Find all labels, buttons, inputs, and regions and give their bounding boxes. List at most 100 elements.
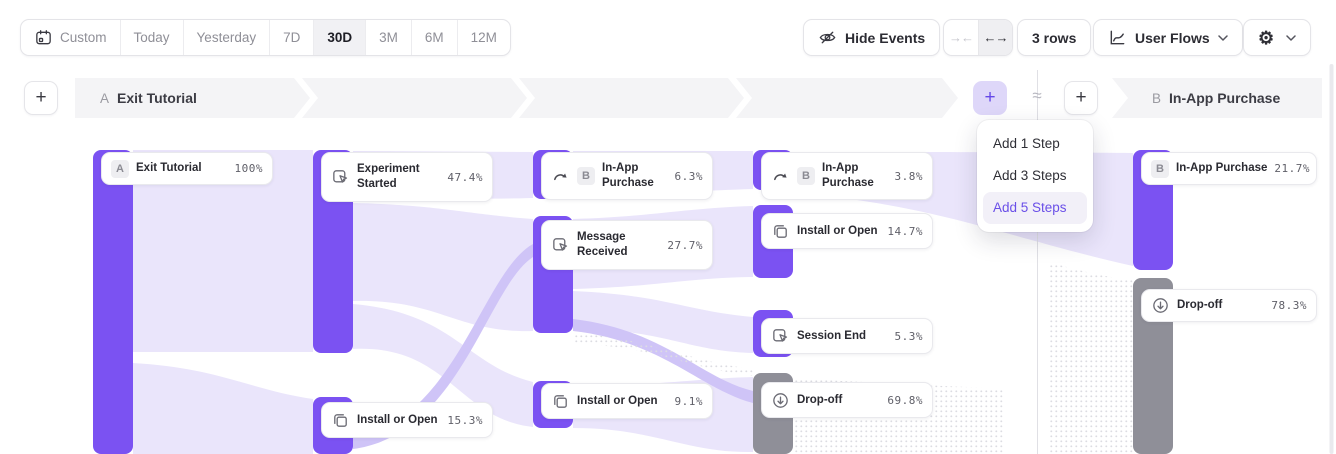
add-step-b-button[interactable]: + — [1064, 81, 1098, 115]
node-title: Experiment Started — [357, 163, 420, 190]
calendar-icon — [34, 28, 53, 47]
date-range-today[interactable]: Today — [119, 20, 183, 55]
step-a-badge: A — [100, 90, 110, 106]
node-title: In-App Purchase — [1176, 162, 1268, 175]
node-title: Install or Open — [797, 224, 878, 237]
node-percent: 6.3% — [674, 169, 703, 183]
event-badge-b: B — [1151, 159, 1169, 178]
node-title: Install or Open — [577, 394, 658, 407]
approx-icon: ≈ — [1032, 86, 1042, 105]
node-percent: 21.7% — [1274, 162, 1311, 175]
expand-columns-button[interactable]: ←→ — [978, 20, 1012, 55]
step-b-title: In-App Purchase — [1169, 90, 1281, 106]
gear-icon: ⚙ — [1258, 27, 1275, 48]
node-title: Session End — [797, 329, 867, 342]
drop-off-icon — [1151, 296, 1170, 315]
step-a-title: Exit Tutorial — [117, 90, 197, 106]
node-percent: 69.8% — [887, 393, 923, 407]
node-title: In-App Purchase — [822, 162, 874, 189]
node-drop-off-b[interactable]: Drop-off 78.3% — [1141, 289, 1317, 322]
node-percent: 27.7% — [667, 238, 703, 252]
node-in-app-purchase-b[interactable]: B In-App Purchase 21.7% — [1141, 152, 1317, 185]
collapse-arrows-icon: →← — [949, 30, 974, 45]
step-banner-segment — [519, 78, 744, 118]
date-range-yesterday[interactable]: Yesterday — [182, 20, 270, 55]
node-exit-tutorial[interactable]: A Exit Tutorial 100% — [101, 152, 273, 185]
rows-label: 3 rows — [1032, 29, 1077, 46]
event-badge-a: A — [111, 159, 129, 178]
node-title: Message Received — [577, 231, 628, 258]
copy-squares-icon — [771, 222, 790, 241]
node-in-app-purchase-4[interactable]: B In-App Purchase 3.8% — [761, 152, 933, 200]
scrollbar-strip[interactable] — [1329, 64, 1334, 454]
eye-off-icon — [818, 28, 837, 47]
node-title: Drop-off — [1177, 299, 1223, 312]
hide-events-label: Hide Events — [845, 29, 926, 46]
date-range-7d[interactable]: 7D — [269, 20, 313, 55]
node-title: In-App Purchase — [602, 162, 654, 189]
click-event-icon — [771, 327, 790, 346]
plus-icon: + — [35, 87, 47, 108]
collapse-expand-control: →← ←→ — [943, 19, 1013, 56]
view-selector-button[interactable]: User Flows — [1093, 19, 1243, 56]
node-percent: 15.3% — [447, 413, 483, 427]
event-badge-b: B — [577, 167, 595, 185]
curved-arrow-icon — [771, 167, 790, 186]
hide-events-button[interactable]: Hide Events — [803, 19, 941, 56]
node-percent: 78.3% — [1271, 299, 1307, 312]
node-in-app-purchase-3[interactable]: B In-App Purchase 6.3% — [541, 152, 713, 200]
expand-arrows-icon: ←→ — [983, 30, 1009, 45]
step-banner-b[interactable]: B In-App Purchase — [1112, 78, 1322, 118]
step-banner-a[interactable]: A Exit Tutorial — [75, 78, 310, 118]
menu-item-add-5-steps[interactable]: Add 5 Steps — [983, 192, 1087, 224]
chevron-down-icon — [1286, 34, 1296, 41]
chart-icon — [1108, 28, 1127, 47]
node-title: Exit Tutorial — [136, 162, 202, 175]
node-percent: 14.7% — [887, 224, 923, 238]
node-install-or-open-3[interactable]: Install or Open 9.1% — [541, 383, 713, 419]
date-range-custom[interactable]: Custom — [21, 20, 120, 55]
node-percent: 5.3% — [894, 329, 923, 343]
rows-button[interactable]: 3 rows — [1017, 19, 1092, 56]
node-experiment-started[interactable]: Experiment Started 47.4% — [321, 152, 493, 202]
add-steps-menu: Add 1 Step Add 3 Steps Add 5 Steps — [977, 120, 1093, 232]
node-session-end[interactable]: Session End 5.3% — [761, 318, 933, 354]
copy-squares-icon — [331, 411, 350, 430]
click-event-icon — [551, 236, 570, 255]
node-drop-off-4[interactable]: Drop-off 69.8% — [761, 382, 933, 418]
node-title: Drop-off — [797, 393, 843, 406]
add-step-left-button[interactable]: + — [24, 81, 58, 115]
add-steps-button-active[interactable]: + — [973, 81, 1007, 115]
step-b-badge: B — [1152, 90, 1162, 106]
copy-squares-icon — [551, 392, 570, 411]
date-range-30d-selected[interactable]: 30D — [313, 20, 366, 55]
date-range-6m[interactable]: 6M — [410, 20, 457, 55]
collapse-columns-button[interactable]: →← — [944, 20, 978, 55]
node-percent: 47.4% — [447, 170, 483, 184]
step-banner-segment — [302, 78, 527, 118]
settings-button[interactable]: ⚙ — [1243, 19, 1312, 56]
curved-arrow-icon — [551, 167, 570, 186]
flow-bar-exit-tutorial[interactable] — [93, 150, 133, 454]
click-event-icon — [331, 168, 350, 187]
node-percent: 9.1% — [674, 394, 703, 408]
node-percent: 100% — [234, 162, 263, 175]
node-install-or-open-4[interactable]: Install or Open 14.7% — [761, 213, 933, 249]
node-title: Install or Open — [357, 413, 438, 426]
date-range-control: Custom Today Yesterday 7D 30D 3M 6M 12M — [20, 19, 511, 56]
menu-item-add-3-steps[interactable]: Add 3 Steps — [993, 168, 1067, 183]
event-badge-b: B — [797, 167, 815, 185]
node-install-or-open-2[interactable]: Install or Open 15.3% — [321, 402, 493, 438]
menu-item-add-1-step[interactable]: Add 1 Step — [993, 136, 1060, 151]
view-selector-label: User Flows — [1135, 29, 1210, 46]
date-range-label: Custom — [60, 30, 107, 45]
drop-off-icon — [771, 391, 790, 410]
plus-icon: + — [1075, 87, 1087, 108]
date-range-12m[interactable]: 12M — [456, 20, 510, 55]
date-range-3m[interactable]: 3M — [365, 20, 411, 55]
plus-icon: + — [984, 87, 996, 108]
node-message-received[interactable]: Message Received 27.7% — [541, 220, 713, 270]
node-percent: 3.8% — [894, 169, 923, 183]
chevron-down-icon — [1217, 34, 1228, 41]
